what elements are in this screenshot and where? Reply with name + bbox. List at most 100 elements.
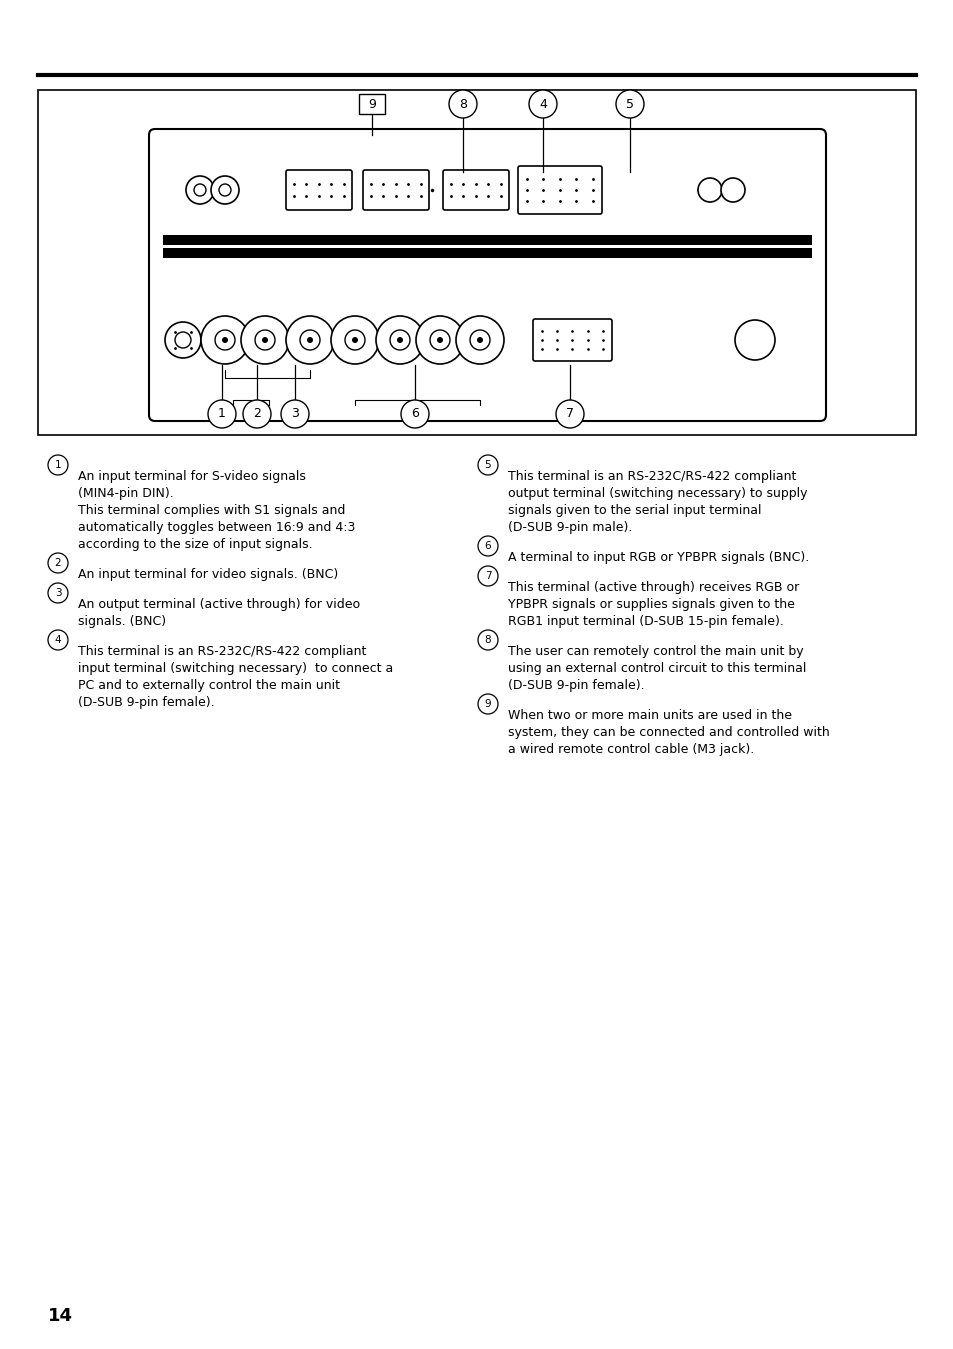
Text: output terminal (switching necessary) to supply: output terminal (switching necessary) to… bbox=[507, 487, 806, 500]
Circle shape bbox=[201, 316, 249, 364]
Text: 14: 14 bbox=[48, 1307, 73, 1325]
FancyBboxPatch shape bbox=[149, 130, 825, 421]
Text: 2: 2 bbox=[54, 558, 61, 568]
Text: 4: 4 bbox=[538, 97, 546, 111]
Circle shape bbox=[345, 331, 365, 349]
Bar bbox=[38, 90, 915, 434]
Circle shape bbox=[698, 178, 721, 202]
Text: system, they can be connected and controlled with: system, they can be connected and contro… bbox=[507, 726, 829, 739]
Bar bbox=[163, 248, 811, 258]
Text: YPBPR signals or supplies signals given to the: YPBPR signals or supplies signals given … bbox=[507, 598, 794, 611]
Text: according to the size of input signals.: according to the size of input signals. bbox=[78, 538, 313, 550]
Circle shape bbox=[48, 553, 68, 573]
Text: An output terminal (active through) for video: An output terminal (active through) for … bbox=[78, 598, 359, 611]
Circle shape bbox=[48, 455, 68, 475]
FancyBboxPatch shape bbox=[358, 94, 385, 115]
Text: 9: 9 bbox=[484, 699, 491, 710]
Text: The user can remotely control the main unit by: The user can remotely control the main u… bbox=[507, 645, 802, 658]
Circle shape bbox=[470, 331, 490, 349]
Text: A terminal to input RGB or YPBPR signals (BNC).: A terminal to input RGB or YPBPR signals… bbox=[507, 550, 808, 564]
Text: 3: 3 bbox=[54, 588, 61, 598]
Text: 8: 8 bbox=[484, 635, 491, 645]
Text: 6: 6 bbox=[484, 541, 491, 550]
Circle shape bbox=[477, 630, 497, 650]
Circle shape bbox=[254, 331, 274, 349]
Text: An input terminal for S-video signals: An input terminal for S-video signals bbox=[78, 469, 306, 483]
Circle shape bbox=[477, 567, 497, 585]
Text: 3: 3 bbox=[291, 407, 298, 421]
Text: 8: 8 bbox=[458, 97, 467, 111]
FancyBboxPatch shape bbox=[286, 170, 352, 210]
Circle shape bbox=[48, 583, 68, 603]
Circle shape bbox=[375, 316, 423, 364]
Text: 4: 4 bbox=[54, 635, 61, 645]
Circle shape bbox=[241, 316, 289, 364]
Circle shape bbox=[281, 401, 309, 428]
Circle shape bbox=[390, 331, 410, 349]
Circle shape bbox=[307, 337, 313, 343]
Circle shape bbox=[186, 175, 213, 204]
FancyBboxPatch shape bbox=[442, 170, 509, 210]
Text: This terminal is an RS-232C/RS-422 compliant: This terminal is an RS-232C/RS-422 compl… bbox=[78, 645, 366, 658]
Text: 5: 5 bbox=[625, 97, 634, 111]
Circle shape bbox=[243, 401, 271, 428]
Circle shape bbox=[734, 320, 774, 360]
Circle shape bbox=[219, 183, 231, 196]
Circle shape bbox=[456, 316, 503, 364]
Text: This terminal is an RS-232C/RS-422 compliant: This terminal is an RS-232C/RS-422 compl… bbox=[507, 469, 796, 483]
Text: signals. (BNC): signals. (BNC) bbox=[78, 615, 166, 629]
Text: 1: 1 bbox=[218, 407, 226, 421]
Text: 6: 6 bbox=[411, 407, 418, 421]
Circle shape bbox=[193, 183, 206, 196]
Circle shape bbox=[396, 337, 402, 343]
Circle shape bbox=[436, 337, 442, 343]
Text: This terminal complies with S1 signals and: This terminal complies with S1 signals a… bbox=[78, 505, 345, 517]
Circle shape bbox=[529, 90, 557, 117]
Circle shape bbox=[477, 693, 497, 714]
Circle shape bbox=[449, 90, 476, 117]
Text: (MIN4-pin DIN).: (MIN4-pin DIN). bbox=[78, 487, 173, 500]
Text: RGB1 input terminal (D-SUB 15-pin female).: RGB1 input terminal (D-SUB 15-pin female… bbox=[507, 615, 783, 629]
Circle shape bbox=[211, 175, 239, 204]
Text: 2: 2 bbox=[253, 407, 261, 421]
Text: (D-SUB 9-pin female).: (D-SUB 9-pin female). bbox=[507, 679, 644, 692]
Circle shape bbox=[174, 332, 191, 348]
Text: signals given to the serial input terminal: signals given to the serial input termin… bbox=[507, 505, 760, 517]
Text: using an external control circuit to this terminal: using an external control circuit to thi… bbox=[507, 662, 805, 674]
Text: (D-SUB 9-pin male).: (D-SUB 9-pin male). bbox=[507, 521, 632, 534]
Text: input terminal (switching necessary)  to connect a: input terminal (switching necessary) to … bbox=[78, 662, 393, 674]
FancyBboxPatch shape bbox=[533, 318, 612, 362]
Circle shape bbox=[477, 536, 497, 556]
Text: (D-SUB 9-pin female).: (D-SUB 9-pin female). bbox=[78, 696, 214, 710]
Text: When two or more main units are used in the: When two or more main units are used in … bbox=[507, 710, 791, 722]
FancyBboxPatch shape bbox=[517, 166, 601, 214]
FancyBboxPatch shape bbox=[363, 170, 429, 210]
Circle shape bbox=[400, 401, 429, 428]
Circle shape bbox=[214, 331, 234, 349]
Circle shape bbox=[477, 455, 497, 475]
Circle shape bbox=[352, 337, 357, 343]
Bar bbox=[163, 235, 811, 246]
Text: 5: 5 bbox=[484, 460, 491, 469]
Text: 7: 7 bbox=[565, 407, 574, 421]
Circle shape bbox=[556, 401, 583, 428]
Circle shape bbox=[430, 331, 450, 349]
Text: 7: 7 bbox=[484, 571, 491, 581]
Circle shape bbox=[299, 331, 319, 349]
Circle shape bbox=[720, 178, 744, 202]
Circle shape bbox=[476, 337, 482, 343]
Circle shape bbox=[208, 401, 235, 428]
Text: This terminal (active through) receives RGB or: This terminal (active through) receives … bbox=[507, 581, 799, 594]
Text: 1: 1 bbox=[54, 460, 61, 469]
Circle shape bbox=[48, 630, 68, 650]
Circle shape bbox=[331, 316, 378, 364]
Circle shape bbox=[616, 90, 643, 117]
Text: automatically toggles between 16:9 and 4:3: automatically toggles between 16:9 and 4… bbox=[78, 521, 355, 534]
Circle shape bbox=[165, 322, 201, 357]
Text: a wired remote control cable (M3 jack).: a wired remote control cable (M3 jack). bbox=[507, 743, 754, 755]
Circle shape bbox=[286, 316, 334, 364]
Text: 9: 9 bbox=[368, 97, 375, 111]
Circle shape bbox=[222, 337, 228, 343]
Text: PC and to externally control the main unit: PC and to externally control the main un… bbox=[78, 679, 339, 692]
Text: An input terminal for video signals. (BNC): An input terminal for video signals. (BN… bbox=[78, 568, 338, 581]
